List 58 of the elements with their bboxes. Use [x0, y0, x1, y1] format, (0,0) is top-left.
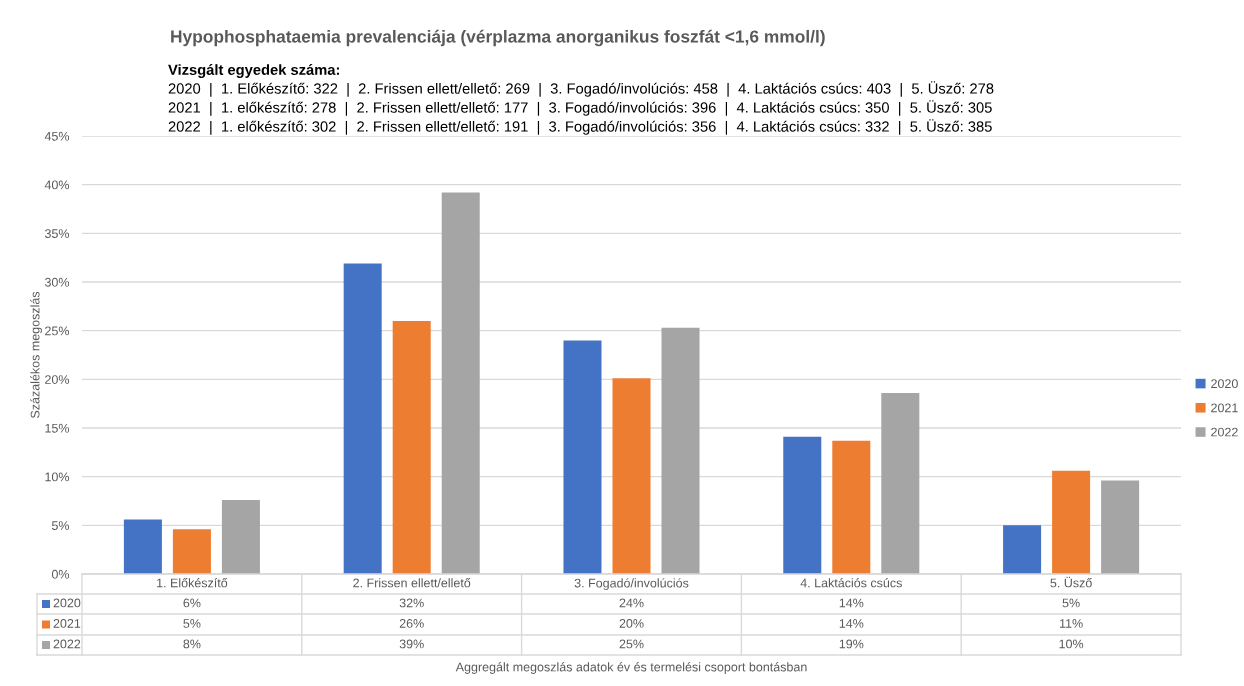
x-tick-label: 5. Üsző [1050, 576, 1092, 588]
data-label: 14% [839, 598, 864, 608]
bar [1003, 525, 1042, 574]
data-label: 5% [183, 619, 201, 628]
y-tick-label: 10% [45, 472, 70, 482]
x-tick-label: 2. Frissen ellett/ellető [353, 578, 471, 588]
y-tick-label: 30% [44, 277, 70, 287]
data-label: 8% [183, 639, 201, 649]
y-tick-label: 40% [44, 180, 70, 190]
legend-label: 2021 [53, 619, 81, 628]
bar [123, 519, 162, 574]
bar [661, 327, 700, 574]
bar [881, 392, 920, 574]
data-label: 10% [1059, 639, 1084, 649]
bar [1101, 480, 1140, 574]
data-label: 20% [619, 619, 644, 628]
bar [1052, 470, 1091, 574]
legend-label: 2020 [53, 598, 81, 608]
data-label: 32% [399, 598, 424, 608]
bar [343, 263, 382, 574]
data-label: 19% [839, 639, 864, 649]
data-label: 5% [1062, 598, 1080, 608]
text: 2022 [53, 639, 81, 649]
text: 2021 [1211, 403, 1238, 413]
y-tick-label: 25% [45, 326, 70, 336]
bar [612, 378, 651, 574]
bar [783, 436, 822, 574]
y-tick-label: 45% [44, 131, 70, 141]
data-label: 11% [1060, 619, 1083, 628]
data-label: 26% [399, 619, 424, 628]
chart-title: Hypophosphataemia prevalenciája (vérplazma anorganikus foszfát <1,6 mmol/l) [171, 29, 825, 47]
y-tick-label: 15% [45, 423, 70, 433]
text: Vizsgált egyedek száma: [168, 64, 339, 78]
bar [441, 192, 480, 574]
y-tick-label: 35% [44, 229, 70, 238]
y-tick-label: 5% [51, 521, 70, 530]
text: 2020 [1211, 379, 1238, 389]
bar [221, 500, 260, 574]
data-label: 14% [839, 619, 864, 628]
bar [563, 340, 602, 574]
text: 2021 | 1. előkészítő: 278 | 2. Frissen ellett/ellető: 177 | 3. Fogadó/involúciós: 396 | 4. Laktációs csúcs: 350 | 5. Üsző: 305 [168, 100, 992, 116]
x-tick-label: 4. Laktációs csúcs [800, 578, 902, 588]
bar [172, 529, 211, 574]
data-label: 39% [399, 639, 424, 649]
y-tick-label: 20% [45, 375, 70, 384]
text: 2022 | 1. előkészítő: 302 | 2. Frissen ellett/ellető: 191 | 3. Fogadó/involúciós: 356 | 4. Laktációs csúcs: 332 | 5. Üsző: 385 [168, 119, 992, 135]
data-label: 6% [183, 598, 201, 608]
text: 2020 | 1. Előkészítő: 322 | 2. Frissen ellett/ellető: 269 | 3. Fogadó/involúciós: 458 | 4. Laktációs csúcs: 403 | 5. Üsző: 278 [168, 81, 994, 97]
bar [392, 320, 431, 574]
data-label: 25% [619, 639, 644, 649]
x-tick-label: 3. Fogadó/involúciós [574, 578, 689, 590]
text: Aggregált megoszlás adatok év és termelési csoport bontásban [455, 662, 807, 674]
legend-label: 2022 [1211, 427, 1238, 437]
y-tick-label: 0% [51, 569, 70, 579]
y-axis-title: Százalékos megoszlás [30, 291, 42, 418]
data-label: 24% [619, 598, 644, 608]
x-tick-label: 1. Előkészítő [157, 578, 228, 588]
bar [832, 440, 871, 574]
